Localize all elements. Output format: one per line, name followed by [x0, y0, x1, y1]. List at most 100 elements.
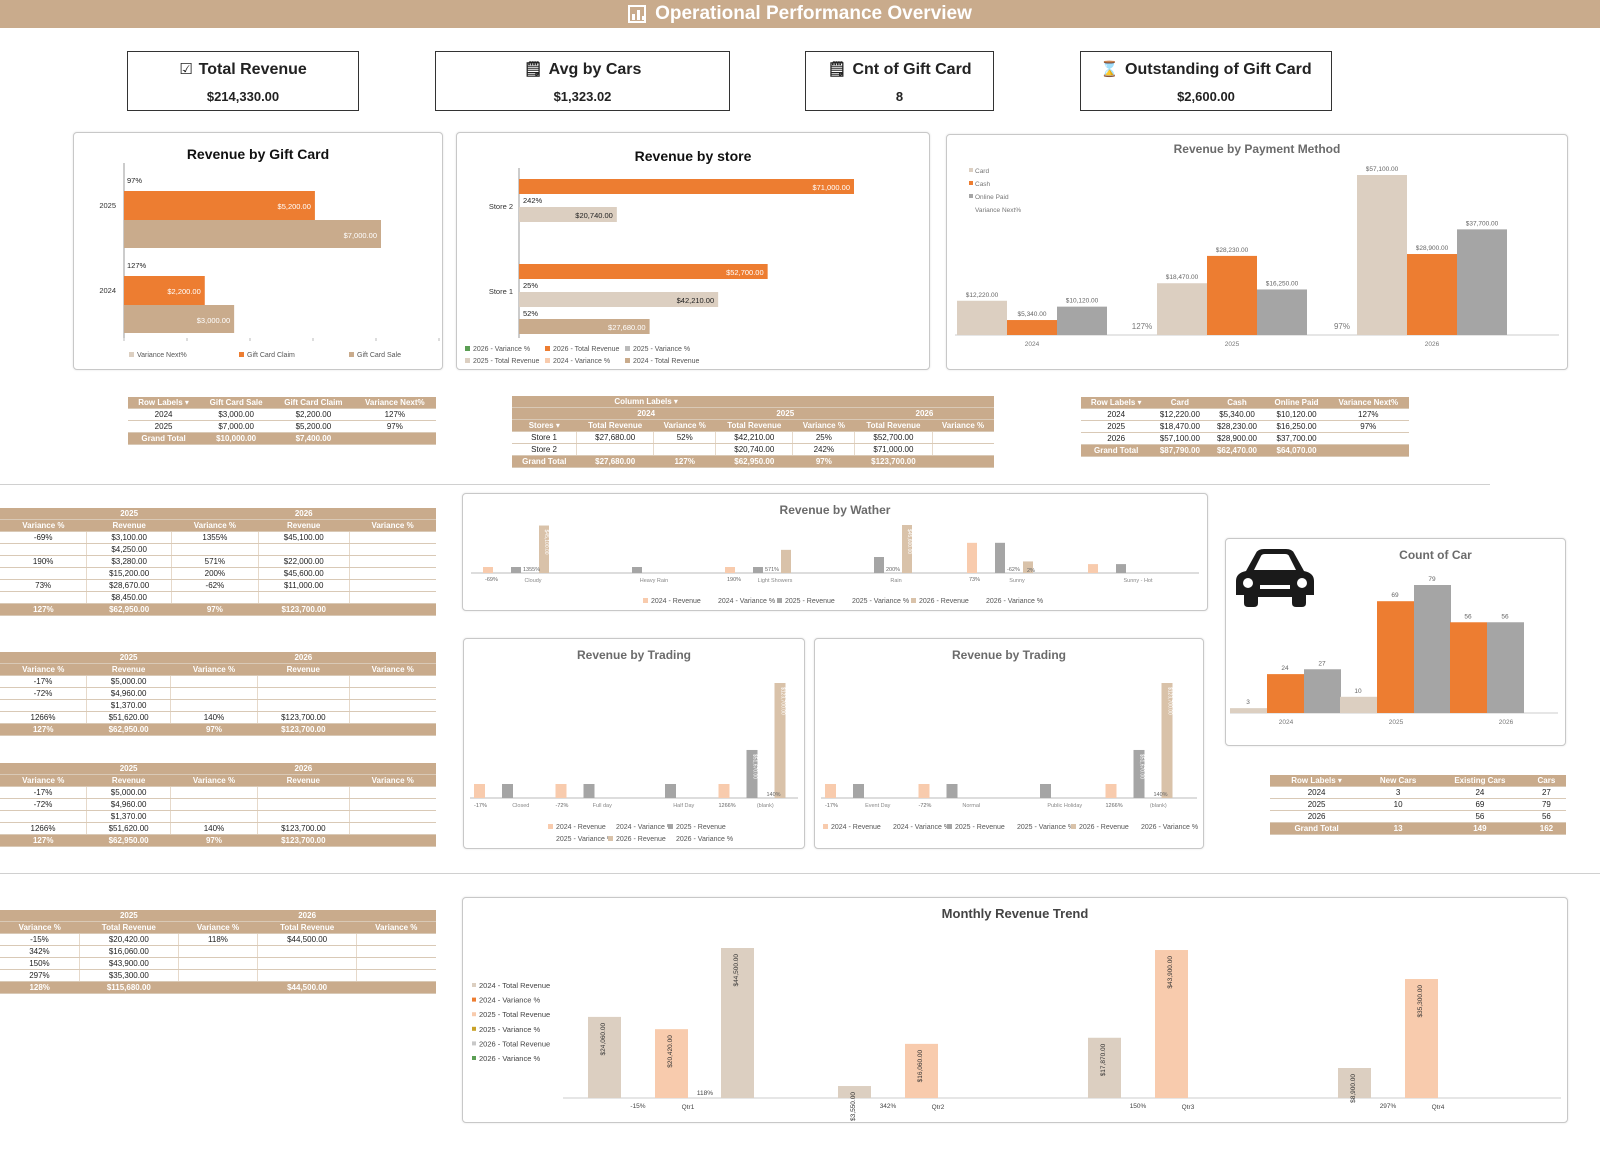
data-label: 127% [1132, 322, 1152, 331]
column-header: Variance % [349, 774, 436, 787]
column-header: Revenue [86, 519, 172, 532]
legend-swatch [129, 352, 134, 357]
bar [1105, 784, 1117, 798]
table-row: 2024 $12,220.00 $5,340.00 $10,120.00 127% [1081, 408, 1409, 421]
data-label: 127% [127, 261, 147, 270]
table-cell [256, 699, 350, 712]
column-header: Variance % [0, 774, 87, 787]
chart-card-gift: Revenue by Gift Card 2025 97% $5,200.00 $7,… [73, 132, 443, 370]
table-row: $1,370.00 [0, 699, 436, 712]
table-cell: 127% [653, 455, 716, 468]
table-cell: -17% [0, 786, 87, 799]
table-cell [349, 834, 436, 847]
legend-label: 2024 - Variance % [893, 824, 950, 831]
table-row: -72% $4,960.00 [0, 687, 436, 700]
legend-label: 2026 - Variance % [473, 346, 530, 353]
legend-label: 2024 - Revenue [651, 598, 701, 605]
bar [502, 784, 513, 798]
bar [474, 784, 485, 798]
table-cell: 297% [0, 969, 80, 982]
year-header: 2025 [86, 508, 172, 520]
column-header: Variance % [178, 921, 258, 934]
column-labels-filter[interactable]: Column Labels ▾ [576, 396, 716, 408]
legend-label: 2024 - Total Revenue [633, 358, 700, 365]
data-label: 56 [1464, 613, 1472, 620]
table-cell [348, 555, 436, 568]
chart-card-store: Revenue by store Store 2 $71,000.00 242% $2… [456, 132, 930, 370]
table-cell: $123,700.00 [854, 455, 932, 468]
table-cell: $10,000.00 [199, 432, 274, 445]
data-label: -62% [1007, 567, 1020, 573]
legend-swatch [545, 358, 550, 363]
section-divider [0, 484, 1490, 485]
legend-label: 2026 - Revenue [616, 836, 666, 843]
row-labels-filter[interactable]: Row Labels ▾ [1270, 775, 1364, 787]
table-cell: $27,680.00 [576, 431, 654, 444]
data-label: $57,100.00 [1366, 166, 1399, 173]
table-cell: 149 [1432, 822, 1527, 835]
legend-label: 2026 - Variance % [676, 836, 733, 843]
chart-title: Revenue by Wather [779, 503, 891, 517]
table-header-row: Variance % Revenue Variance % Revenue Varian… [0, 663, 436, 676]
car-icon [1236, 549, 1314, 607]
table-cell [0, 810, 87, 823]
table-cell [931, 443, 994, 456]
bar [1377, 601, 1414, 713]
category-label: 2024 [1279, 719, 1294, 726]
data-label: 73% [969, 577, 980, 583]
table-cell: $4,250.00 [86, 543, 172, 556]
table-cell: $7,000.00 [199, 420, 274, 433]
legend-label: 2026 - Revenue [1079, 824, 1129, 831]
data-label: 342% [880, 1103, 897, 1110]
table-cell: 127% [0, 603, 87, 616]
category-label: Light Showers [758, 578, 793, 584]
bar [1257, 289, 1307, 335]
year-header [178, 910, 258, 922]
bar [519, 179, 854, 194]
data-label: 24 [1281, 665, 1289, 672]
table-cell: 1266% [0, 711, 87, 724]
year-header: 2026 [257, 763, 350, 775]
bar [746, 749, 758, 798]
data-label: 69 [1391, 592, 1399, 599]
year-header: 2026 [257, 652, 350, 664]
chart-card-payment: Revenue by Payment Method $12,220.00 $5,3… [946, 134, 1568, 370]
table-header-row: Row Labels ▾ New Cars Existing Cars Cars [1270, 775, 1566, 787]
table-cell: 97% [353, 420, 436, 433]
table-cell: 2025 [128, 420, 200, 433]
legend-label: 2024 - Variance % [616, 824, 673, 831]
legend-label: 2026 - Revenue [919, 598, 969, 605]
data-label: 10 [1354, 688, 1362, 695]
legend-swatch [465, 358, 470, 363]
data-label: 140% [767, 792, 781, 798]
stores-filter[interactable]: Stores ▾ [512, 419, 577, 432]
legend-swatch [668, 836, 673, 841]
data-label: 150% [1130, 1103, 1147, 1110]
bar [1407, 254, 1457, 335]
legend-swatch [1009, 824, 1014, 829]
table-cell: $2,200.00 [273, 408, 354, 421]
table-cell [0, 543, 87, 556]
table-cell: $5,000.00 [85, 786, 171, 799]
legend-swatch [710, 598, 715, 603]
legend-swatch [969, 194, 973, 198]
legend-swatch [472, 1041, 476, 1046]
data-label: $5,340.00 [1018, 311, 1047, 318]
table-cell: 2025 [1081, 420, 1152, 433]
table-cell [170, 687, 258, 700]
row-labels-filter[interactable]: Row Labels ▾ [128, 397, 200, 409]
table-cell: 69 [1432, 798, 1527, 811]
table-cell [177, 957, 258, 970]
data-label: 3 [1246, 699, 1250, 706]
table-cell [170, 543, 259, 556]
row-labels-filter[interactable]: Row Labels ▾ [1081, 397, 1152, 409]
table-cell: $51,620.00 [85, 711, 171, 724]
receipt-icon: 🗒 [523, 61, 543, 78]
bar [967, 542, 977, 573]
column-header: Variance Next% [353, 397, 436, 409]
table-cell: $51,620.00 [85, 822, 171, 835]
bar [124, 220, 381, 248]
legend-label: Online Paid [975, 194, 1009, 201]
table-cell [256, 810, 350, 823]
year-header [349, 763, 436, 775]
